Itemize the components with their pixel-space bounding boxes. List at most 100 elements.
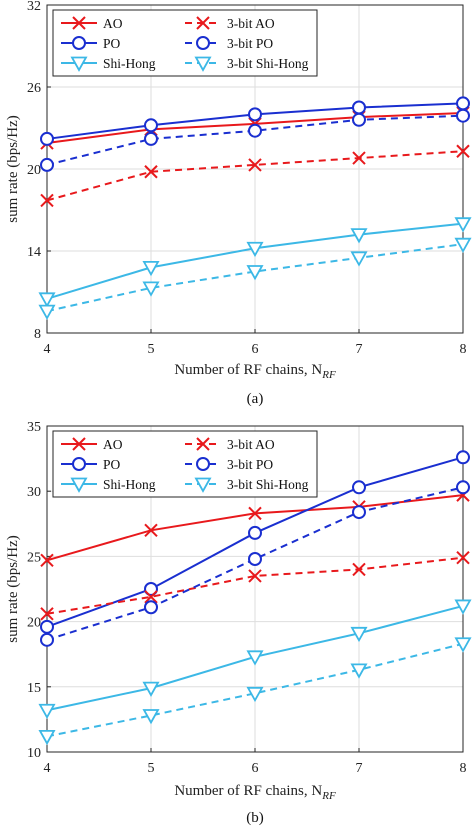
chart-b-series-3-bit-shi-hong [38,637,472,746]
chart-b-series-shi-hong-point-2 [246,650,264,666]
chart-a-legend-entry-shi-hong-marker [70,56,88,72]
chart-b-series-ao-point-1-stroke-b [144,523,158,538]
chart-a-legend-entry-po-marker [72,36,86,50]
chart-b-series-3-bit-po-point-0 [40,632,54,647]
chart-a-x-tick-label-0: 4 [44,342,51,357]
chart-b-series-po-point-3 [352,480,366,495]
chart-b-x-axis-title: Number of RF chains, NRF [174,783,336,802]
chart-b: 4 5 6 7 8 10 15 20 25 30 35 AO PO Shi-Hong 3-bit AO 3-b… [5,420,472,826]
chart-a-legend[interactable]: AO PO Shi-Hong 3-bit AO 3-bit PO 3-bit Shi-Ho… [52,9,318,77]
chart-a-legend-entry-3-bit-ao[interactable]: 3-bit AO [185,16,275,31]
chart-b-series-3-bit-ao-point-1-stroke-b [144,590,158,604]
chart-a-series-3-bit-shi-hong-point-3 [350,251,368,267]
chart-a-series-shi-hong-point-4 [454,217,472,233]
chart-a-legend-entry-3-bit-po[interactable]: 3-bit PO [185,36,273,51]
chart-a-y-tick-label-4: 32 [27,0,41,14]
chart-a-series-po-point-3 [352,100,366,115]
chart-a-series [38,96,472,320]
chart-b-series-po-point-0 [40,619,54,634]
chart-a-legend-entry-ao-label: AO [103,16,123,31]
chart-b-legend-entry-3-bit-ao[interactable]: 3-bit AO [185,437,275,452]
chart-a-legend-entry-3-bit-ao-label: 3-bit AO [227,16,275,31]
chart-a-legend-entry-shi-hong[interactable]: Shi-Hong [61,56,156,72]
chart-b-series-3-bit-ao-point-0 [40,607,54,621]
chart-a-legend-entry-ao-marker-stroke-b [72,16,86,30]
chart-a-series-3-bit-po [40,108,470,172]
chart-b-series-ao [40,488,470,568]
chart-b-series-3-bit-shi-hong-point-1 [142,709,160,725]
chart-a-y-tick-label-2: 20 [27,163,41,178]
chart-a-x-tick-label-4: 8 [460,342,467,357]
chart-a-series-3-bit-po-point-3 [352,112,366,127]
chart-a-x-tick-label-2: 6 [252,342,259,357]
chart-a-series-3-bit-shi-hong-point-0 [38,304,56,320]
chart-a-series-3-bit-ao-point-0-stroke-b [40,193,54,208]
chart-b-x-axis-title-sub: RF [321,790,336,802]
chart-b-legend-entry-po[interactable]: PO [61,457,121,472]
chart-a-series-po-point-1 [144,118,158,133]
chart-a-y-axis-title: sum rate (bps/Hz) [5,115,21,222]
chart-a-series-3-bit-ao [40,144,470,208]
chart-a-x-axis-title: Number of RF chains, NRF [174,362,336,381]
chart-b-legend-entry-po-label: PO [103,457,121,472]
chart-b-x-axis-title-main: Number of RF chains, N [174,783,322,799]
chart-b-series-shi-hong-point-4 [454,599,472,615]
chart-b-legend-entry-3-bit-po-marker [196,457,210,471]
chart-b-series-3-bit-shi-hong-point-2 [246,686,264,703]
chart-a-series-3-bit-ao-point-3 [352,151,366,165]
chart-b-ticks: 4 5 6 7 8 10 15 20 25 30 35 [27,420,467,776]
chart-a-series-shi-hong-point-1 [142,260,160,277]
chart-a-series-po [40,96,470,146]
chart-b-x-tick-label-3: 7 [356,761,363,776]
chart-b-series-3-bit-po-point-4 [456,480,470,495]
chart-a-legend-entry-3-bit-shi-hong[interactable]: 3-bit Shi-Hong [185,56,309,72]
chart-a-legend-entry-shi-hong-label: Shi-Hong [103,56,156,71]
chart-b-legend-entry-ao[interactable]: AO [61,437,123,452]
chart-b-series-po [40,450,470,634]
chart-b-series-ao-point-0 [40,553,54,568]
chart-b-legend[interactable]: AO PO Shi-Hong 3-bit AO 3-bit PO 3-bit Shi-Ho… [52,430,318,498]
chart-a-legend-entry-po[interactable]: PO [61,36,121,51]
chart-b-legend-entry-shi-hong-marker [70,477,88,493]
chart-a-series-3-bit-ao-point-0 [40,193,54,208]
chart-a-legend-entry-3-bit-ao-marker [196,16,210,30]
chart-a-x-axis-title-sub: RF [321,369,336,381]
chart-b-series-ao-point-2 [248,506,262,521]
chart-b-series-3-bit-po-point-3 [352,505,366,520]
chart-a-legend-entry-3-bit-ao-marker-stroke-b [196,16,210,30]
chart-b-series-3-bit-ao-point-1 [144,590,158,604]
chart-b-series-3-bit-ao-point-2-stroke-b [248,569,262,583]
chart-b-series-3-bit-ao-point-3 [352,562,366,577]
chart-b-series-3-bit-ao-point-3-stroke-b [352,562,366,577]
chart-b-legend-entry-ao-marker [72,437,86,451]
chart-b-legend-entry-3-bit-po[interactable]: 3-bit PO [185,457,273,472]
chart-b-y-tick-label-2: 20 [27,616,41,631]
chart-a-series-3-bit-ao-point-3-stroke-b [352,151,366,165]
chart-b-series-3-bit-ao-point-4 [456,550,470,565]
chart-a-series-3-bit-po-point-2 [248,123,262,138]
chart-a-series-3-bit-ao-point-4 [456,144,470,158]
chart-b-series-po-point-1 [144,582,158,596]
chart-a-x-tick-label-1: 5 [148,342,155,357]
chart-b-y-tick-label-5: 35 [27,420,41,435]
chart-b-legend-entry-3-bit-ao-label: 3-bit AO [227,437,275,452]
chart-b-series-3-bit-ao-point-2 [248,569,262,583]
chart-b-x-tick-label-1: 5 [148,761,155,776]
chart-b-legend-entry-3-bit-shi-hong[interactable]: 3-bit Shi-Hong [185,477,309,493]
chart-b-legend-entry-shi-hong[interactable]: Shi-Hong [61,477,156,493]
chart-a-series-shi-hong-point-2 [246,241,264,258]
chart-b-series [38,450,472,746]
chart-a-y-tick-label-1: 14 [27,245,41,260]
chart-b-series-3-bit-ao [40,550,470,621]
chart-b-series-po-point-4 [456,450,470,465]
chart-b-series-ao-point-0-stroke-b [40,553,54,568]
chart-b-series-3-bit-po-point-1 [144,600,158,615]
chart-b-legend-entry-3-bit-po-label: 3-bit PO [227,457,273,472]
chart-b-legend-entry-3-bit-shi-hong-marker [194,477,212,493]
chart-a-series-3-bit-shi-hong [38,237,472,320]
chart-a-series-po-point-4 [456,96,470,111]
chart-a-legend-entry-po-label: PO [103,36,121,51]
chart-a-series-shi-hong-point-3 [350,228,368,244]
chart-a-legend-entry-ao[interactable]: AO [61,16,123,31]
chart-a-series-3-bit-po-point-1 [144,131,158,146]
